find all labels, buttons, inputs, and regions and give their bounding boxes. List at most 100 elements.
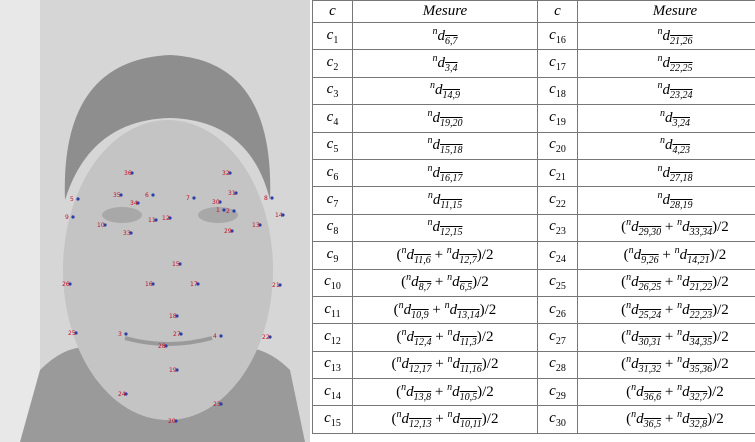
- formula-superscript: n: [677, 299, 683, 311]
- formula-subscript: 32,8: [689, 419, 708, 431]
- measure-cell: nd16,17: [352, 158, 538, 188]
- c-cell: c6: [312, 158, 353, 188]
- landmark-marker: [219, 334, 223, 338]
- formula-text: )/2: [712, 301, 729, 318]
- formula-superscript: n: [427, 107, 433, 119]
- c-base: c: [549, 191, 556, 208]
- formula-superscript: n: [657, 25, 663, 37]
- c-base: c: [549, 218, 556, 235]
- landmark-marker: [268, 335, 272, 339]
- measure-cell: (nd29,30 + nd33,34)/2: [577, 213, 755, 243]
- formula-text: (: [396, 246, 402, 263]
- measure-cell: (nd9,26 + nd14,21)/2: [577, 241, 755, 270]
- formula-subscript: 3,24: [672, 117, 691, 129]
- measure-cell: (nd11,6 + nd12,7)/2: [352, 241, 538, 270]
- formula-text: (: [391, 411, 397, 428]
- landmark-label: 34: [130, 200, 138, 207]
- formula-subscript: 14,9: [442, 90, 461, 102]
- measure-cell: (nd12,13 + nd10,11)/2: [352, 405, 538, 434]
- landmark-marker: [168, 216, 172, 220]
- mouth: [124, 336, 213, 346]
- formula-superscript: n: [657, 80, 663, 92]
- formula-superscript: n: [626, 272, 632, 284]
- c-cell: c2: [312, 49, 353, 78]
- landmark-marker: [154, 218, 158, 222]
- formula-subscript: 19,20: [440, 117, 463, 129]
- c-base: c: [549, 136, 556, 153]
- c-index: 22: [555, 199, 566, 211]
- c-index: 25: [555, 281, 566, 293]
- formula-superscript: n: [626, 217, 632, 229]
- formula-base: d: [631, 219, 639, 236]
- formula-subscript: 30,31: [638, 336, 662, 348]
- formula-base: d: [432, 164, 441, 181]
- measure-cell: (nd8,7 + nd6,5)/2: [352, 268, 538, 297]
- formula-base: d: [682, 328, 690, 345]
- landmark-label: 19: [169, 367, 177, 374]
- c-base: c: [549, 163, 556, 180]
- formula-subscript: 21,26: [670, 35, 693, 47]
- c-base: c: [324, 355, 331, 372]
- c-cell: c19: [537, 104, 578, 133]
- measure-cell: nd19,20: [352, 104, 538, 133]
- c-base: c: [326, 108, 334, 125]
- landmark-label: 9: [65, 214, 69, 221]
- c-index: 29: [555, 390, 566, 402]
- formula-base: d: [432, 192, 441, 209]
- formula-base: d: [631, 274, 639, 291]
- formula-base: d: [432, 137, 441, 154]
- landmark-label: 4: [213, 333, 217, 340]
- formula-text: +: [431, 411, 448, 428]
- formula-text: +: [661, 383, 678, 400]
- formula-subscript: 22,25: [670, 63, 693, 75]
- c-cell: c8: [312, 213, 353, 243]
- formula-base: d: [449, 301, 458, 318]
- formula-superscript: n: [447, 272, 453, 284]
- table-row: c5 nd15,18 c20 nd4,23: [312, 131, 755, 160]
- landmark-label: 11: [148, 217, 156, 224]
- c-cell: c5: [312, 131, 353, 160]
- measure-cell: (nd13,8 + nd10,5)/2: [352, 378, 538, 407]
- landmark-label: 36: [124, 170, 132, 177]
- measure-cell: nd15,18: [352, 131, 538, 160]
- formula-superscript: n: [657, 53, 663, 65]
- formula-superscript: n: [427, 217, 433, 229]
- formula-text: )/2: [709, 246, 727, 263]
- c-cell: c17: [537, 49, 578, 78]
- c-base: c: [326, 54, 334, 71]
- formula-base: d: [406, 328, 415, 345]
- c-base: c: [324, 410, 331, 427]
- formula-text: (: [621, 328, 627, 345]
- formula-base: d: [662, 164, 671, 181]
- c-index: 21: [555, 171, 566, 183]
- formula-subscript: 13,14: [457, 309, 480, 321]
- formula-subscript: 10,9: [411, 309, 429, 321]
- table-row: c7 nd11,15 c22 nd28,19: [312, 186, 755, 215]
- landmark-label: 24: [118, 391, 126, 398]
- formula-superscript: n: [427, 162, 433, 174]
- formula-text: (: [396, 328, 402, 345]
- header-cell: c: [537, 0, 578, 23]
- c-index: 3: [333, 89, 339, 101]
- measure-cell: nd21,26: [577, 21, 755, 51]
- landmark-marker: [179, 332, 183, 336]
- formula-subscript: 25,24: [638, 309, 662, 321]
- formula-base: d: [682, 411, 690, 428]
- table-row: c14 (nd13,8 + nd10,5)/2 c29 (nd36,6 + nd32,…: [312, 378, 755, 407]
- formula-superscript: n: [631, 409, 637, 421]
- c-cell: c29: [537, 378, 578, 407]
- c-base: c: [549, 26, 556, 43]
- formula-text: +: [431, 328, 448, 345]
- c-index: 7: [333, 199, 339, 211]
- formula-superscript: n: [444, 299, 450, 311]
- formula-subscript: 6,5: [459, 282, 473, 294]
- formula-base: d: [452, 383, 460, 400]
- landmark-marker: [258, 223, 262, 227]
- formula-subscript: 15,18: [440, 145, 463, 157]
- c-cell: c28: [537, 350, 578, 380]
- c-index: 6: [333, 171, 339, 183]
- c-index: 2: [333, 62, 339, 74]
- formula-superscript: n: [677, 381, 683, 393]
- formula-base: d: [451, 246, 460, 263]
- formula-subscript: 33,34: [689, 227, 713, 239]
